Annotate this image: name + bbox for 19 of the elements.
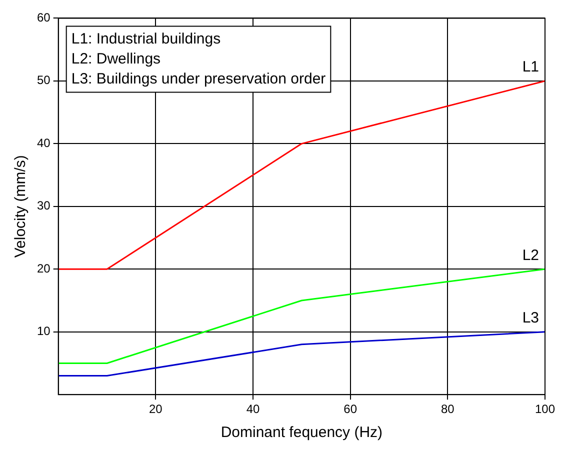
annotation: L3: Buildings under preservation order: [71, 70, 326, 88]
series-label: L2: [522, 246, 539, 264]
x-tick-label: 60: [344, 402, 358, 416]
x-tick-label: 20: [149, 402, 163, 416]
y-tick-label: 30: [36, 198, 51, 213]
x-tick-label: 100: [534, 402, 556, 416]
y-tick-label: 40: [36, 136, 51, 150]
annotation: L2: Dwellings: [71, 50, 161, 68]
series-label: L1: [522, 58, 539, 76]
y-axis-title: Velocity (mm/s): [12, 155, 30, 258]
series-label: L3: [522, 310, 539, 327]
x-tick-label: 80: [440, 402, 455, 416]
annotation: L1: Industrial buildings: [71, 30, 221, 48]
x-axis-title: Dominant fequency (Hz): [220, 424, 383, 442]
y-tick-label: 60: [36, 10, 51, 25]
x-tick-label: 40: [246, 402, 260, 416]
y-tick-label: 50: [36, 73, 51, 88]
y-tick-label: 10: [36, 324, 51, 338]
y-tick-label: 20: [36, 261, 51, 276]
